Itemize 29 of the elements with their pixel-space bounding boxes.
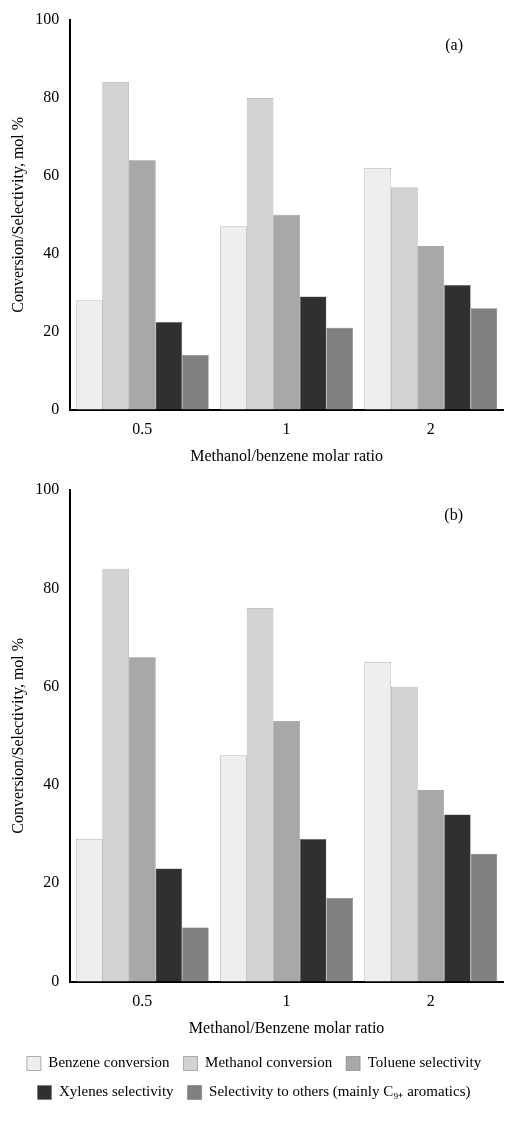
x-tick-label: 1 xyxy=(282,992,291,1010)
y-tick-label: 80 xyxy=(43,578,60,596)
y-tick-label: 20 xyxy=(43,873,60,891)
legend-label: Toluene selectivity xyxy=(367,1054,482,1071)
legend-label: Methanol conversion xyxy=(205,1054,333,1071)
y-tick-label: 0 xyxy=(51,399,60,417)
y-tick-label: 80 xyxy=(43,88,60,106)
x-tick-label: 0.5 xyxy=(132,992,153,1010)
y-tick-label: 60 xyxy=(43,166,60,184)
annotation: (a) xyxy=(445,36,463,55)
x-tick-label: 1 xyxy=(282,420,291,438)
x-tick-label: 2 xyxy=(426,992,435,1010)
x-axis-title: Methanol/benzene molar ratio xyxy=(190,446,384,464)
y-tick-label: 40 xyxy=(43,243,60,261)
y-tick-label: 0 xyxy=(51,971,60,989)
y-axis-title: Conversion/Selectivity, mol % xyxy=(8,637,27,834)
x-tick-label: 2 xyxy=(426,420,435,438)
x-tick-label: 0.5 xyxy=(132,420,153,438)
legend-label: Selectivity to others (mainly C₉₊ aromatics) xyxy=(209,1083,471,1101)
y-tick-label: 100 xyxy=(35,10,60,28)
y-tick-label: 100 xyxy=(35,480,60,498)
y-axis-title: Conversion/Selectivity, mol % xyxy=(8,116,27,313)
legend-label: Benzene conversion xyxy=(48,1054,171,1071)
legend-label: Xylenes selectivity xyxy=(59,1083,175,1100)
annotation: (b) xyxy=(444,506,463,525)
x-axis-title: Methanol/Benzene molar ratio xyxy=(188,1018,385,1036)
y-tick-label: 60 xyxy=(43,676,60,694)
y-tick-label: 20 xyxy=(43,321,60,339)
y-tick-label: 40 xyxy=(43,775,60,793)
